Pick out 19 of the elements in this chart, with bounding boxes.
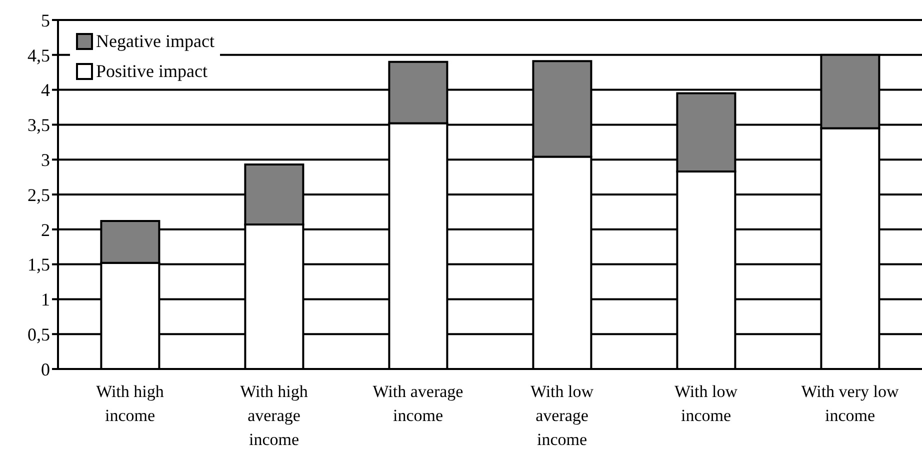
y-tick-label: 3 <box>41 150 50 170</box>
y-tick-label: 0,5 <box>28 324 50 344</box>
y-tick-label: 4,5 <box>28 45 50 66</box>
legend-label: Positive impact <box>96 60 208 82</box>
x-tick-label: With average income <box>372 382 464 425</box>
x-tick-label: With very low income <box>801 382 900 425</box>
y-tick-label: 2,5 <box>28 184 50 205</box>
y-tick-label: 0 <box>41 359 50 380</box>
x-tick-label: With high average income <box>240 382 308 449</box>
x-tick-label: With high income <box>96 382 164 425</box>
y-tick-label: 5 <box>41 10 50 30</box>
y-tick-label: 3,5 <box>28 115 50 136</box>
y-tick-label: 2 <box>41 220 50 240</box>
legend-label: Negative impact <box>96 30 214 52</box>
y-tick-label: 4 <box>41 80 50 100</box>
y-tick-label: 1,5 <box>28 254 50 275</box>
x-tick-label: With low income <box>674 382 738 425</box>
x-tick-label: With low average income <box>530 382 594 449</box>
y-tick-label: 1 <box>41 290 50 310</box>
